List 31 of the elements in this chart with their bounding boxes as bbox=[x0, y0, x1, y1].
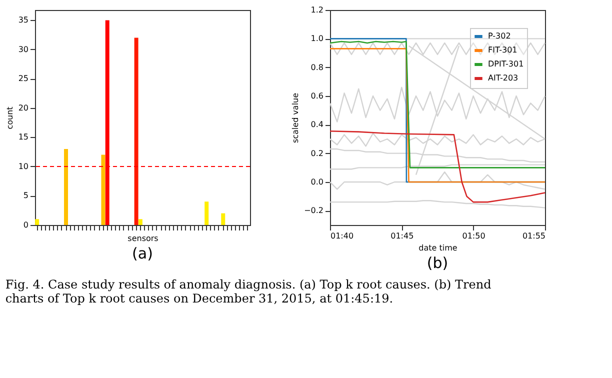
legend-label: DPIT-301 bbox=[488, 60, 524, 68]
legend-label: AIT-203 bbox=[488, 74, 518, 82]
y-tick-label: 0 bbox=[23, 220, 28, 230]
x-axis-title: sensors bbox=[128, 234, 158, 243]
y-tick-label: 35 bbox=[18, 16, 28, 25]
y-tick-label: 0.6 bbox=[310, 92, 324, 100]
x-axis-title: date time bbox=[418, 244, 458, 252]
y-axis-title: count bbox=[5, 106, 14, 130]
x-tick-label: 01:50 bbox=[462, 232, 486, 240]
x-tick-label: 01:40 bbox=[330, 232, 354, 240]
x-tick-label: 01:45 bbox=[390, 232, 414, 240]
y-tick-label: 15 bbox=[18, 132, 28, 142]
y-tick-label: 25 bbox=[18, 74, 28, 84]
y-axis-title: scaled value bbox=[291, 92, 300, 144]
legend-label: FIT-301 bbox=[488, 46, 518, 54]
y-tick-label: 1.2 bbox=[310, 6, 324, 14]
y-tick-label: 0.8 bbox=[310, 62, 324, 72]
y-tick-label: 30 bbox=[18, 44, 28, 54]
y-tick-label: 20 bbox=[18, 103, 28, 112]
x-tick-label: 01:55 bbox=[522, 232, 546, 240]
y-tick-label: 1.0 bbox=[310, 34, 324, 44]
caption: Fig. 4. Case study results of anomaly diagnosis. (a) Top k root causes. (b) Trend charts of Top k root causes on December 31, 2015, at 01:45:19. bbox=[5, 278, 492, 306]
y-tick-label: −0.2 bbox=[304, 206, 324, 216]
y-tick-label: 5 bbox=[23, 191, 28, 200]
y-tick-label: 0.4 bbox=[310, 120, 324, 130]
legend-label: P-302 bbox=[488, 32, 511, 40]
y-tick-label: 0.0 bbox=[310, 178, 324, 186]
text: (a) bbox=[132, 244, 153, 262]
y-tick-label: 0.2 bbox=[310, 148, 324, 158]
text: (b) bbox=[426, 254, 448, 272]
y-tick-label: 10 bbox=[18, 162, 28, 171]
